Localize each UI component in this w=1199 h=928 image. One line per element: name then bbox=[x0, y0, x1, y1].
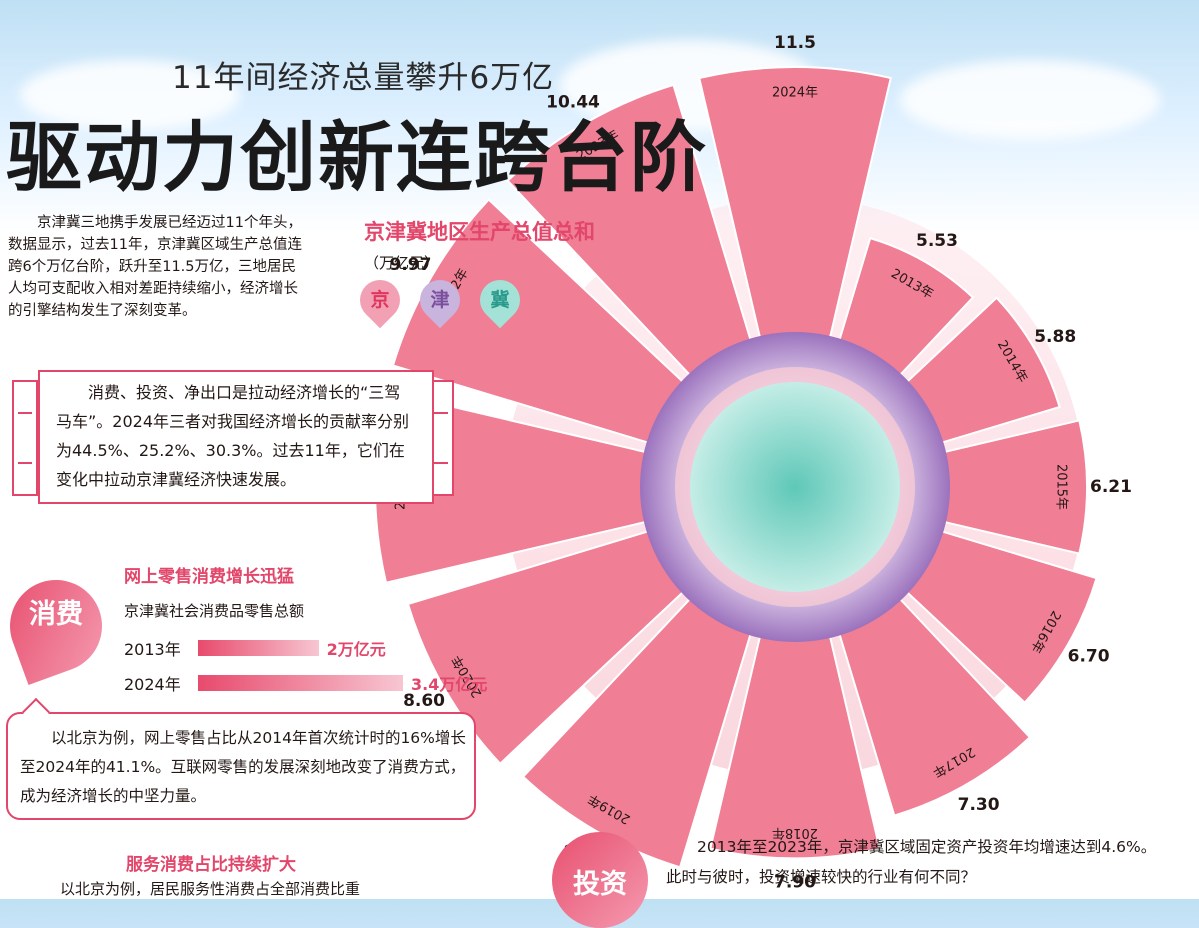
online-retail-text: 以北京为例，网上零售占比从2014年首次统计时的16%增长至2024年的41.1… bbox=[20, 729, 466, 805]
legend-beijing-label: 京 bbox=[370, 289, 390, 311]
legend-hebei: 冀 bbox=[471, 271, 529, 329]
bar-year-2013: 2013年 bbox=[124, 640, 181, 659]
value-label: 5.53 bbox=[916, 231, 958, 251]
page-title: 驱动力创新连跨台阶 bbox=[6, 113, 708, 202]
year-label: 2024年 bbox=[772, 86, 818, 101]
legend-tianjin-label: 津 bbox=[430, 289, 450, 311]
cloud bbox=[900, 60, 1160, 140]
year-label: 2015年 bbox=[1053, 464, 1068, 510]
troika-note: 消费、投资、净出口是拉动经济增长的“三驾马车”。2024年三者对我国经济增长的贡… bbox=[8, 370, 458, 504]
value-label: 6.70 bbox=[1068, 647, 1110, 667]
value-label: 8.60 bbox=[403, 691, 445, 711]
retail-value-2013: 2万亿元 bbox=[326, 640, 386, 659]
hebei-core bbox=[690, 382, 900, 592]
gdp-bar bbox=[709, 486, 881, 860]
year-label: 2018年 bbox=[772, 825, 818, 840]
legend-beijing: 京 bbox=[351, 271, 409, 329]
value-label: 5.88 bbox=[1034, 327, 1076, 347]
legend-tianjin: 津 bbox=[411, 271, 469, 329]
cloud bbox=[20, 60, 240, 130]
value-label: 6.21 bbox=[1090, 477, 1132, 497]
consumption-badge-label: 消费 bbox=[29, 599, 83, 630]
investment-badge-label: 投资 bbox=[573, 869, 627, 900]
service-consumption-text: 以北京为例，居民服务性消费占全部消费比重 bbox=[60, 880, 361, 898]
online-retail-callout: 以北京为例，网上零售占比从2014年首次统计时的16%增长至2024年的41.1… bbox=[6, 712, 476, 820]
retail-bar-2013 bbox=[198, 640, 319, 656]
chart-unit: （万亿元） bbox=[364, 254, 440, 272]
frame-ornament-left bbox=[12, 380, 38, 496]
intro-paragraph: 京津冀三地携手发展已经迈过11个年头，数据显示，过去11年，京津冀区域生产总值连… bbox=[8, 215, 302, 319]
subtitle: 11年间经济总量攀升6万亿 bbox=[172, 60, 555, 96]
investment-text: 2013年至2023年，京津冀区域固定资产投资年均增速达到4.6%。此时与彼时，… bbox=[666, 838, 1157, 886]
note-frame bbox=[38, 370, 434, 504]
chart-title: 京津冀地区生产总值总和 bbox=[364, 220, 595, 244]
bar-year-2024: 2024年 bbox=[124, 675, 181, 694]
legend-hebei-label: 冀 bbox=[490, 289, 510, 311]
value-label: 7.30 bbox=[958, 795, 1000, 815]
value-label: 9.97 bbox=[390, 255, 432, 275]
online-retail-heading: 网上零售消费增长迅猛 bbox=[124, 567, 294, 587]
value-label: 11.5 bbox=[774, 33, 816, 53]
gdp-bar bbox=[698, 66, 892, 488]
retail-total-label: 京津冀社会消费品零售总额 bbox=[124, 602, 305, 620]
note-text: 消费、投资、净出口是拉动经济增长的“三驾马车”。2024年三者对我国经济增长的贡… bbox=[56, 383, 410, 489]
retail-value-2024: 3.4万亿元 bbox=[411, 675, 488, 694]
value-label: 10.44 bbox=[546, 92, 600, 112]
value-label: 7.90 bbox=[774, 872, 816, 892]
retail-bar-2024 bbox=[198, 675, 403, 691]
service-consumption-heading: 服务消费占比持续扩大 bbox=[126, 855, 296, 875]
